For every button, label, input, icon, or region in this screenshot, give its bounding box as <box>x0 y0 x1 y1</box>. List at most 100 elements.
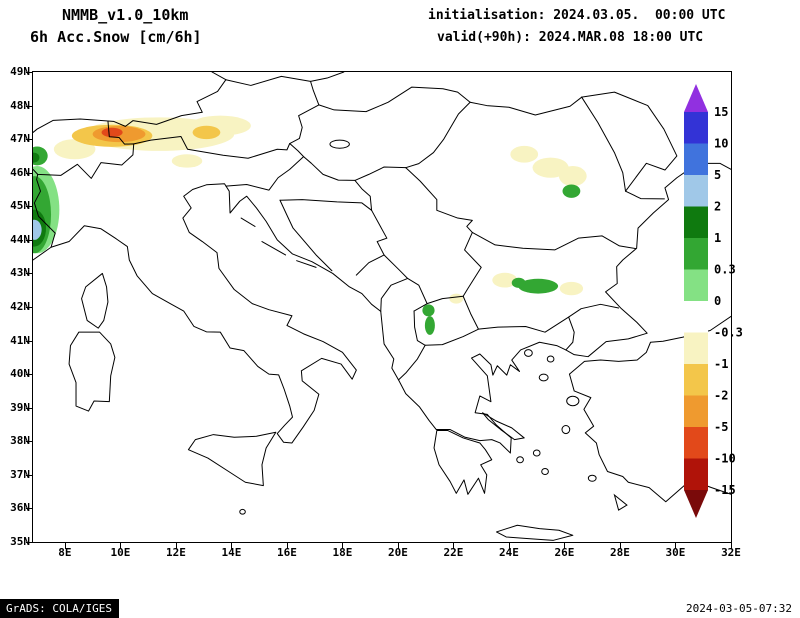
colorbar-segment <box>684 238 708 270</box>
lat-tick <box>26 474 32 476</box>
snow-patch <box>558 165 587 187</box>
coastline <box>297 261 316 268</box>
island <box>533 450 540 456</box>
colorbar-tick-label: 0.3 <box>714 263 736 277</box>
colorbar-tick-label: -2 <box>714 389 728 403</box>
colorbar-segment <box>684 143 708 176</box>
snow-patch <box>171 154 203 168</box>
border <box>472 232 636 249</box>
border <box>408 278 427 303</box>
lat-tick <box>26 72 32 73</box>
colorbar-tick-label: 2 <box>714 200 721 214</box>
colorbar-tick-label: -1 <box>714 357 728 371</box>
border <box>356 210 387 275</box>
snow-patch <box>33 219 42 240</box>
border <box>582 92 677 191</box>
colorbar-arrow-bottom <box>684 490 708 518</box>
border <box>355 180 372 210</box>
lon-axis-label: 18E <box>332 546 353 559</box>
snow-patch <box>422 304 435 317</box>
coastline <box>33 163 731 453</box>
lon-tick <box>175 543 177 549</box>
colorbar: 15 10 5 2 1 0.3 0 -0.3 -1 -2 -5 -10 -15 <box>684 84 743 518</box>
border <box>311 72 344 81</box>
snow-patch <box>192 125 221 140</box>
colorbar-arrow-top <box>684 84 708 112</box>
border <box>463 232 481 296</box>
lon-tick <box>64 543 66 549</box>
lat-axis-label: 44N <box>10 232 30 246</box>
lon-tick <box>231 543 233 549</box>
border <box>566 317 574 350</box>
colorbar-segment <box>684 395 708 428</box>
lon-tick <box>508 543 510 549</box>
lat-axis-label: 45N <box>10 199 30 213</box>
lon-axis-label: 22E <box>443 546 464 559</box>
coastline <box>262 242 286 255</box>
island <box>539 374 548 381</box>
snow-patch <box>53 139 96 160</box>
lat-axis-label: 40N <box>10 367 30 381</box>
colorbar-tick-label: -0.3 <box>714 326 743 340</box>
lon-axis-label: 28E <box>610 546 630 559</box>
island <box>547 356 554 362</box>
lat-axis-label: 39N <box>10 400 30 414</box>
lat-tick <box>26 139 32 141</box>
lon-axis-label: 24E <box>499 546 519 559</box>
lat-tick <box>26 307 32 308</box>
coastline <box>241 218 255 226</box>
snow-patch <box>492 272 518 288</box>
lon-tick <box>342 543 344 549</box>
border <box>280 200 372 211</box>
lon-axis-label: 32E <box>721 546 741 559</box>
snow-patch <box>532 157 569 178</box>
border <box>414 296 463 311</box>
snow-patch-layer <box>33 115 587 335</box>
snow-patch <box>101 127 123 138</box>
colorbar-segment <box>684 427 708 459</box>
colorbar-segment <box>684 364 708 396</box>
colorbar-tick-label: -5 <box>714 420 728 434</box>
colorbar-segment <box>684 332 708 365</box>
lat-axis-label: 35N <box>10 535 30 548</box>
lon-axis-label: 12E <box>165 546 186 559</box>
lat-axis-label: 37N <box>10 467 30 481</box>
border <box>463 296 478 329</box>
coastline <box>496 525 572 540</box>
snow-patch <box>559 281 584 296</box>
island <box>542 468 549 474</box>
border <box>406 102 470 167</box>
lat-axis-label: 43N <box>10 266 30 280</box>
island <box>240 509 246 514</box>
lon-tick <box>564 543 566 549</box>
lat-tick <box>26 105 32 107</box>
colorbar-segment <box>684 112 708 144</box>
colorbar-tick-label: -10 <box>714 452 736 466</box>
model-name: NMMB_v1.0_10km <box>62 6 189 24</box>
lat-tick <box>26 441 32 443</box>
lat-tick <box>26 407 32 409</box>
lon-axis-label: 14E <box>221 546 242 559</box>
lon-tick <box>619 543 621 549</box>
island <box>567 396 579 405</box>
colorbar-segment <box>684 269 708 302</box>
colorbar-tick-label: 10 <box>714 137 728 151</box>
colorbar-tick-label: -15 <box>714 483 736 497</box>
map-canvas <box>33 72 731 542</box>
border <box>414 311 425 345</box>
lon-tick <box>397 543 399 549</box>
lon-tick <box>286 543 288 549</box>
lat-axis-label: 49N <box>10 65 30 78</box>
colorbar-tick-label: 5 <box>714 168 721 182</box>
snow-patch <box>562 184 581 198</box>
lon-axis-label: 30E <box>665 546 686 559</box>
island <box>525 350 533 357</box>
border <box>406 168 473 233</box>
lat-axis-label: 42N <box>10 300 30 313</box>
border <box>582 97 665 199</box>
snow-patch <box>510 145 539 163</box>
lon-axis-label: 10E <box>110 546 131 559</box>
snow-patch <box>518 278 559 294</box>
coastline <box>569 374 731 502</box>
lat-axis-label: 41N <box>10 333 30 347</box>
